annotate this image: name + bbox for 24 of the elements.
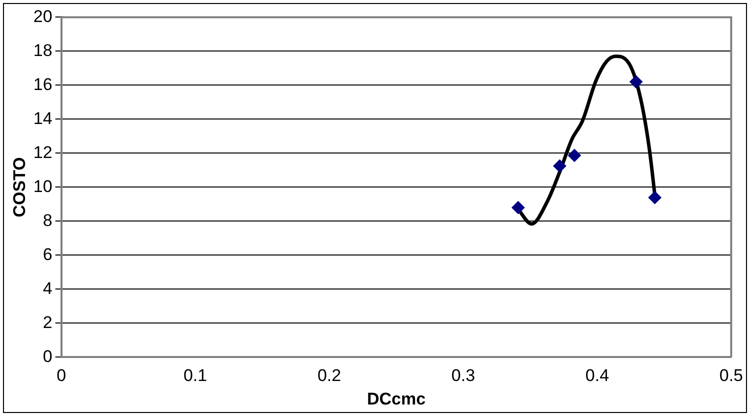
x-tick-label: 0.4 [585,366,610,386]
y-tick-label: 4 [42,278,52,298]
point [648,191,662,204]
x-tick-label: 0 [56,366,66,386]
y-axis-title: COSTO [10,157,29,218]
point [630,75,643,88]
y-tick-label: 8 [42,210,52,230]
x-tick-label: 0.2 [317,366,342,386]
y-tick-label: 12 [33,142,52,162]
y-tick-label: 16 [33,74,52,94]
point [512,201,525,214]
point [553,159,566,172]
point [568,148,581,162]
y-tick-label: 0 [42,346,52,366]
y-tick-label: 6 [42,244,52,264]
y-tick-label: 18 [33,40,52,60]
y-tick-label: 10 [33,176,52,196]
y-tick-label: 2 [42,312,52,332]
x-tick-label: 0.5 [719,366,744,386]
x-axis-title: DCcmc [366,389,426,408]
y-tick-label: 20 [33,6,52,26]
x-tick-label: 0.1 [183,366,208,386]
x-tick-label: 0.3 [451,366,476,386]
y-tick-label: 14 [33,108,52,128]
